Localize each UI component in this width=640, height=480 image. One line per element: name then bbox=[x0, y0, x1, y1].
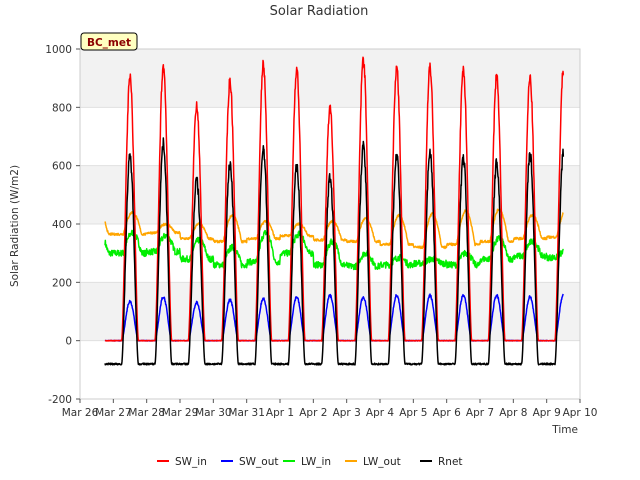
x-axis-label: Time bbox=[551, 424, 578, 436]
station-tag-box bbox=[80, 32, 138, 51]
y-tick-label: 1000 bbox=[45, 44, 72, 56]
x-tick-label: Apr 4 bbox=[366, 407, 395, 419]
y-tick-label: 0 bbox=[65, 336, 72, 348]
chart-title: Solar Radiation bbox=[270, 4, 369, 19]
x-tick-label: Mar 27 bbox=[95, 407, 132, 419]
x-tick-label: Apr 9 bbox=[533, 407, 561, 419]
x-tick-label: Mar 29 bbox=[162, 407, 199, 419]
x-tick-label: Mar 26 bbox=[62, 407, 99, 419]
x-tick-label: Apr 6 bbox=[433, 407, 462, 419]
grid-band bbox=[80, 340, 580, 399]
y-axis-label: Solar Radiation (W/m2) bbox=[9, 165, 21, 287]
legend: SW_in SW_out LW_in LW_out Rnet bbox=[157, 456, 463, 468]
y-tick-label: -200 bbox=[48, 394, 72, 406]
legend-sw-out-label: SW_out bbox=[239, 456, 279, 468]
y-tick-label: 800 bbox=[52, 102, 72, 114]
x-tick-label: Apr 5 bbox=[399, 407, 427, 419]
legend-sw-in-label: SW_in bbox=[175, 456, 207, 468]
station-tag: BC_met bbox=[80, 32, 138, 51]
x-tick-label: Apr 1 bbox=[266, 407, 294, 419]
legend-lw-out-label: LW_out bbox=[363, 456, 401, 468]
grid-band bbox=[80, 282, 580, 341]
y-tick-label: 200 bbox=[52, 277, 72, 289]
grid-band bbox=[80, 49, 580, 108]
x-tick-label: Apr 7 bbox=[466, 407, 494, 419]
series-lines bbox=[104, 56, 565, 366]
x-tick-label: Apr 3 bbox=[333, 407, 361, 419]
series-line-rnet bbox=[104, 137, 565, 366]
x-tick-label: Apr 8 bbox=[499, 407, 527, 419]
legend-rnet-label: Rnet bbox=[438, 456, 463, 468]
y-tick-label: 600 bbox=[52, 161, 72, 173]
x-tick-label: Apr 10 bbox=[563, 407, 598, 419]
legend-lw-in-label: LW_in bbox=[301, 456, 331, 468]
x-tick-label: Apr 2 bbox=[299, 407, 327, 419]
y-ticks: -200 0 200 400 600 800 1000 bbox=[45, 44, 80, 406]
series-line-sw-in bbox=[104, 56, 565, 342]
x-tick-label: Mar 28 bbox=[128, 407, 165, 419]
x-tick-label: Mar 31 bbox=[228, 407, 265, 419]
station-tag-label: BC_met bbox=[87, 37, 131, 49]
y-tick-label: 400 bbox=[52, 219, 72, 231]
grid-band bbox=[80, 107, 580, 166]
x-tick-label: Mar 30 bbox=[195, 407, 232, 419]
